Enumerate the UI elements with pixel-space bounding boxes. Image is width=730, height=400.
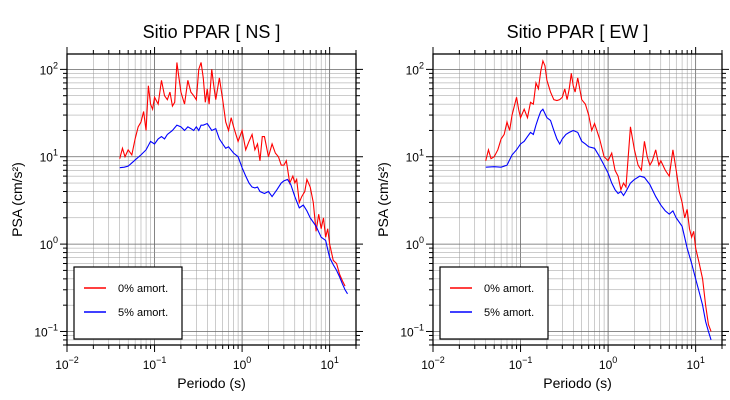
y-axis-label: PSA (cm/s²) [375,162,391,237]
legend: 0% amort. 5% amort. [73,266,183,340]
x-tick-label: 100 [233,355,251,372]
chart-title: Sitio PPAR [ EW ] [507,22,649,42]
x-tick-label: 10−1 [143,355,167,372]
legend-box [439,266,549,340]
chart-title: Sitio PPAR [ NS ] [143,22,281,42]
x-tick-label: 10−2 [55,355,79,372]
series-line-amort-0 [119,62,346,287]
x-tick-label: 10−1 [509,355,533,372]
legend-box [73,266,183,340]
y-tick-label: 10−1 [400,322,424,339]
panel-ew: 10−2 10−1 100 101 10−1 100 101 102 Sitio PPAR [ … [375,22,729,391]
axis-ticks [60,47,363,352]
series-line-amort-0 [485,59,712,332]
panel-ns: 10−2 10−1 100 101 10−1 100 101 102 Sitio PPAR [ … [9,22,363,391]
y-tick-label: 100 [40,235,58,252]
legend: 0% amort. 5% amort. [439,266,549,340]
plot-frame [432,53,723,346]
y-tick-label: 101 [406,148,424,165]
y-tick-label: 101 [40,148,58,165]
y-tick-label: 102 [406,60,424,77]
legend-label: 5% amort. [484,307,534,319]
legend-label: 0% amort. [484,283,534,295]
x-tick-label: 101 [686,355,704,372]
y-tick-label: 102 [40,60,58,77]
series-line-amort-5 [119,122,348,295]
x-tick-label: 100 [599,355,617,372]
legend-label: 5% amort. [118,307,168,319]
series-line-amort-5 [485,108,712,341]
x-tick-label: 101 [320,355,338,372]
plot-frame [66,53,357,346]
x-axis-label: Periodo (s) [177,375,245,391]
x-tick-label: 10−2 [421,355,445,372]
y-tick-label: 10−1 [34,322,58,339]
axis-ticks [426,47,729,352]
legend-label: 0% amort. [118,283,168,295]
y-axis-label: PSA (cm/s²) [9,162,25,237]
x-axis-label: Periodo (s) [543,375,611,391]
y-tick-label: 100 [406,235,424,252]
